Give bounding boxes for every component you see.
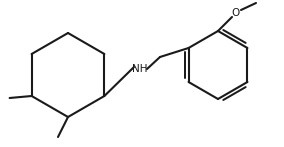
Text: NH: NH bbox=[132, 64, 148, 74]
Text: O: O bbox=[232, 8, 240, 18]
